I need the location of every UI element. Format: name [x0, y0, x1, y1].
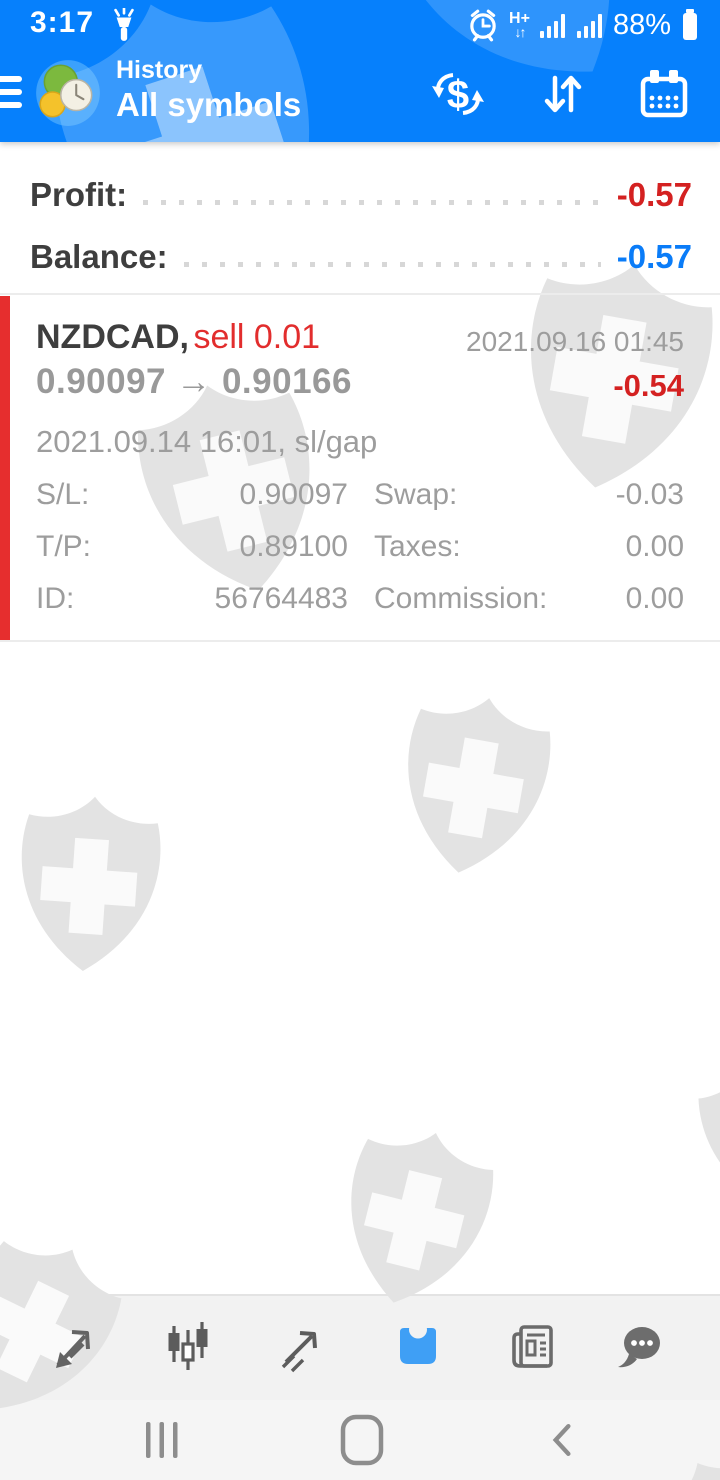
- profit-label: Profit:: [30, 176, 128, 213]
- shield-watermark: [398, 0, 610, 72]
- tab-quotes[interactable]: [26, 1296, 118, 1398]
- trade-profit: -0.54: [613, 368, 684, 403]
- calendar-button[interactable]: [636, 62, 692, 126]
- trade-detail-row: T/P: 0.89100 Taxes: 0.00: [0, 530, 720, 570]
- status-bar: 3:17 H+ ↓↑: [0, 0, 720, 48]
- signal-strength-icon: [576, 14, 602, 38]
- profit-value: -0.57: [616, 176, 692, 213]
- trade-side-volume: sell 0.01: [193, 318, 321, 356]
- tp-label: T/P:: [36, 530, 92, 563]
- home-icon: [340, 1414, 384, 1466]
- id-label: ID:: [36, 582, 75, 615]
- id-value: 56764483: [214, 582, 348, 615]
- history-inbox-icon: [400, 1320, 436, 1364]
- balance-label: Balance:: [30, 238, 168, 275]
- app-header: 3:17 H+ ↓↑: [0, 0, 720, 142]
- taxes-value: 0.00: [625, 530, 684, 563]
- network-type-indicator: H+ ↓↑: [509, 9, 530, 40]
- trade-close-time: 2021.09.16 01:45: [466, 326, 684, 357]
- recents-icon: [146, 1422, 178, 1458]
- battery-percent: 88%: [612, 8, 671, 41]
- nav-back-button[interactable]: [507, 1400, 617, 1480]
- alarm-icon: [470, 9, 496, 42]
- trade-symbol: NZDCAD,: [36, 318, 189, 356]
- commission-value: 0.00: [625, 582, 684, 615]
- tab-messages[interactable]: [594, 1296, 686, 1398]
- clock-time: 3:17: [30, 6, 95, 39]
- commission-label: Commission:: [374, 582, 548, 615]
- dotted-leader: [143, 200, 601, 205]
- nav-home-button[interactable]: [307, 1400, 417, 1480]
- trade-history-item[interactable]: NZDCAD, sell 0.01 2021.09.16 01:45 0.900…: [0, 296, 720, 640]
- sort-arrows-icon: [544, 75, 582, 113]
- balance-summary-row: Balance: -0.57: [30, 230, 692, 276]
- profit-summary-row: Profit: -0.57: [30, 168, 692, 214]
- separator: [0, 293, 720, 295]
- swap-label: Swap:: [374, 478, 458, 511]
- tab-charts[interactable]: [142, 1296, 234, 1398]
- trade-open-info: 2021.09.14 16:01, sl/gap: [36, 424, 378, 459]
- sl-label: S/L:: [36, 478, 90, 511]
- nav-recents-button[interactable]: [107, 1400, 217, 1480]
- dotted-leader: [183, 262, 601, 267]
- tab-history-active[interactable]: [372, 1296, 464, 1398]
- chat-bubble-icon: [618, 1327, 660, 1368]
- sl-value: 0.90097: [239, 478, 348, 511]
- swap-value: -0.03: [615, 478, 684, 511]
- app-bar: History All symbols $: [0, 48, 720, 142]
- battery-icon: [683, 9, 697, 40]
- currency-exchange-icon: $: [432, 73, 484, 117]
- balance-value: -0.57: [616, 238, 692, 275]
- trade-detail-row: S/L: 0.90097 Swap: -0.03: [0, 478, 720, 518]
- svg-text:$: $: [447, 73, 469, 117]
- page-title: History: [116, 56, 203, 84]
- back-chevron-icon: [552, 1424, 571, 1456]
- signal-strength-icon: [539, 14, 565, 38]
- separator: [0, 640, 720, 642]
- tab-trade[interactable]: [257, 1296, 349, 1398]
- calendar-icon: [640, 70, 688, 118]
- candlestick-chart-icon: [168, 1322, 208, 1370]
- trade-detail-row: ID: 56764483 Commission: 0.00: [0, 582, 720, 622]
- deals-filter-button[interactable]: $: [430, 62, 486, 126]
- menu-button[interactable]: [0, 76, 22, 108]
- sort-button[interactable]: [534, 62, 590, 126]
- quotes-arrows-icon: [56, 1330, 90, 1368]
- symbols-filter-label: All symbols: [116, 85, 302, 123]
- loss-indicator-stripe: [0, 296, 10, 640]
- trade-prices: 0.90097 → 0.90166: [36, 362, 352, 401]
- taxes-label: Taxes:: [374, 530, 461, 563]
- news-icon: [512, 1325, 553, 1368]
- app-logo-icon: [36, 60, 100, 126]
- navbar-background: [0, 1400, 720, 1480]
- tab-news[interactable]: [487, 1296, 579, 1398]
- shield-watermark: [54, 4, 310, 142]
- flashlight-icon: [114, 8, 134, 41]
- trend-arrow-icon: [281, 1331, 317, 1373]
- tp-value: 0.89100: [239, 530, 348, 563]
